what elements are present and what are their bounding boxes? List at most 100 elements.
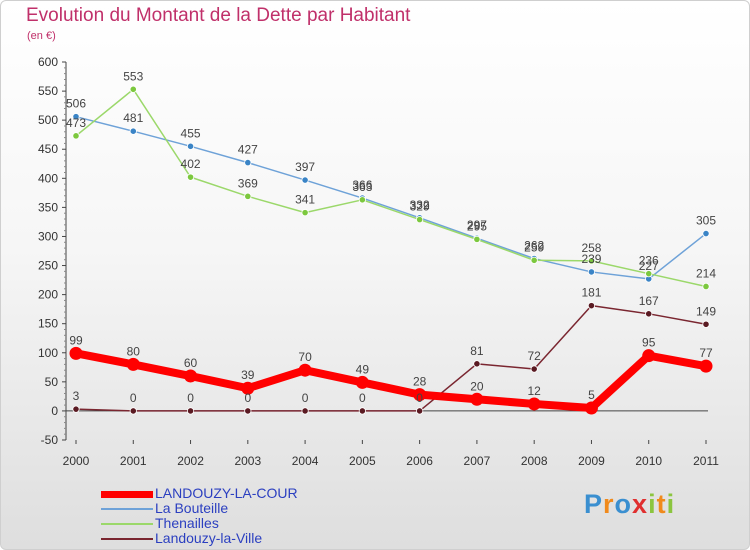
y-tick-label: 0	[51, 404, 58, 418]
data-point-landouzy-la-ville	[416, 407, 424, 415]
data-label-landouzy-la-cour: 49	[356, 362, 370, 376]
data-point-la-bouteille	[129, 127, 137, 135]
data-point-thenailles	[702, 282, 710, 291]
y-tick-label: 200	[38, 288, 58, 302]
y-tick-label: 550	[38, 84, 58, 98]
x-tick-label: 2001	[120, 454, 147, 468]
data-label-landouzy-la-ville: 0	[302, 391, 309, 405]
data-label-landouzy-la-ville: 0	[187, 391, 194, 405]
data-label-landouzy-la-ville: 0	[244, 391, 251, 405]
data-point-thenailles	[645, 270, 653, 278]
data-label-landouzy-la-cour: 60	[184, 356, 198, 370]
data-point-la-bouteille	[301, 176, 309, 184]
data-label-thenailles: 369	[238, 176, 258, 190]
data-point-landouzy-la-cour	[470, 392, 484, 406]
data-point-landouzy-la-cour	[527, 397, 541, 411]
data-point-landouzy-la-ville	[244, 407, 252, 415]
data-point-landouzy-la-ville	[702, 320, 710, 328]
data-point-landouzy-la-cour	[642, 349, 656, 363]
data-label-thenailles: 402	[181, 157, 201, 171]
x-tick-label: 2003	[234, 454, 261, 468]
y-tick-label: 400	[38, 171, 58, 185]
y-tick-label: 450	[38, 142, 58, 156]
data-label-landouzy-la-cour: 80	[127, 344, 141, 358]
data-point-thenailles	[587, 257, 596, 265]
x-tick-label: 2005	[349, 454, 376, 468]
data-point-landouzy-la-cour	[584, 401, 598, 415]
data-label-thenailles: 214	[696, 266, 716, 280]
logo-letter: i	[666, 489, 676, 519]
legend-swatch	[101, 523, 153, 525]
data-label-landouzy-la-ville: 149	[696, 304, 716, 318]
data-label-thenailles: 258	[581, 241, 601, 255]
data-label-landouzy-la-cour: 20	[470, 379, 484, 393]
data-point-thenailles	[129, 85, 137, 93]
data-point-landouzy-la-cour	[69, 346, 83, 360]
data-label-landouzy-la-ville: 0	[359, 391, 366, 405]
series-line-thenailles	[75, 88, 707, 288]
data-label-landouzy-la-cour: 12	[528, 384, 542, 398]
data-point-landouzy-la-cour	[699, 359, 713, 373]
legend-label: La Bouteille	[155, 500, 229, 516]
data-label-la-bouteille: 481	[123, 111, 143, 125]
data-label-la-bouteille: 427	[238, 143, 258, 157]
data-point-landouzy-la-cour	[413, 388, 427, 402]
data-label-thenailles: 341	[295, 193, 315, 207]
data-point-thenailles	[186, 173, 195, 181]
x-tick-label: 2010	[635, 454, 662, 468]
x-tick-label: 2008	[521, 454, 548, 468]
x-tick-label: 2006	[406, 454, 433, 468]
y-tick-label: -50	[41, 433, 59, 447]
data-label-thenailles: 473	[66, 116, 86, 130]
data-point-landouzy-la-cour	[241, 381, 255, 395]
data-label-landouzy-la-ville: 81	[470, 344, 484, 358]
data-point-thenailles	[72, 132, 80, 140]
proxiti-logo: Proxiti	[584, 489, 675, 520]
data-point-landouzy-la-cour	[126, 357, 140, 371]
x-tick-label: 2007	[464, 454, 491, 468]
data-point-thenailles	[358, 196, 366, 204]
data-point-thenailles	[301, 209, 309, 217]
y-tick-label: 600	[38, 55, 58, 69]
data-point-thenailles	[244, 192, 252, 200]
data-label-la-bouteille: 262	[524, 239, 544, 253]
data-label-landouzy-la-cour: 70	[298, 350, 312, 364]
data-label-la-bouteille: 297	[467, 218, 487, 232]
y-tick-label: 150	[38, 317, 58, 331]
y-tick-label: 250	[38, 259, 58, 273]
data-point-thenailles	[530, 256, 538, 264]
legend-swatch	[101, 508, 153, 510]
logo-letter: x	[632, 489, 649, 519]
data-point-landouzy-la-ville	[186, 407, 195, 415]
data-label-la-bouteille: 332	[410, 198, 430, 212]
legend-label: Thenailles	[155, 515, 219, 531]
data-point-landouzy-la-ville	[129, 407, 137, 415]
chart-title: Evolution du Montant de la Dette par Hab…	[26, 5, 411, 26]
x-tick-label: 2000	[63, 454, 90, 468]
data-label-la-bouteille: 239	[581, 252, 601, 266]
data-point-landouzy-la-cour	[355, 375, 369, 389]
legend-swatch	[101, 490, 153, 498]
data-point-landouzy-la-ville	[72, 405, 80, 413]
data-label-la-bouteille: 227	[639, 259, 659, 273]
data-label-landouzy-la-ville: 0	[416, 391, 423, 405]
data-point-landouzy-la-ville	[301, 407, 309, 415]
logo-letter: i	[648, 489, 657, 519]
data-point-la-bouteille	[702, 229, 710, 238]
data-label-landouzy-la-cour: 99	[69, 333, 83, 347]
data-label-thenailles: 236	[639, 254, 659, 268]
data-point-thenailles	[416, 215, 424, 224]
data-label-landouzy-la-ville: 167	[639, 294, 659, 308]
data-label-landouzy-la-cour: 77	[699, 346, 713, 360]
legend-item: Thenailles	[101, 515, 321, 531]
legend-item: LANDOUZY-LA-COUR	[101, 485, 321, 501]
data-point-thenailles	[473, 235, 481, 243]
y-tick-label: 500	[38, 113, 58, 127]
data-label-la-bouteille: 397	[295, 160, 315, 174]
data-label-thenailles: 329	[410, 200, 430, 214]
data-label-landouzy-la-cour: 95	[642, 336, 656, 350]
data-label-thenailles: 363	[352, 180, 372, 194]
data-label-la-bouteille: 506	[66, 97, 86, 111]
